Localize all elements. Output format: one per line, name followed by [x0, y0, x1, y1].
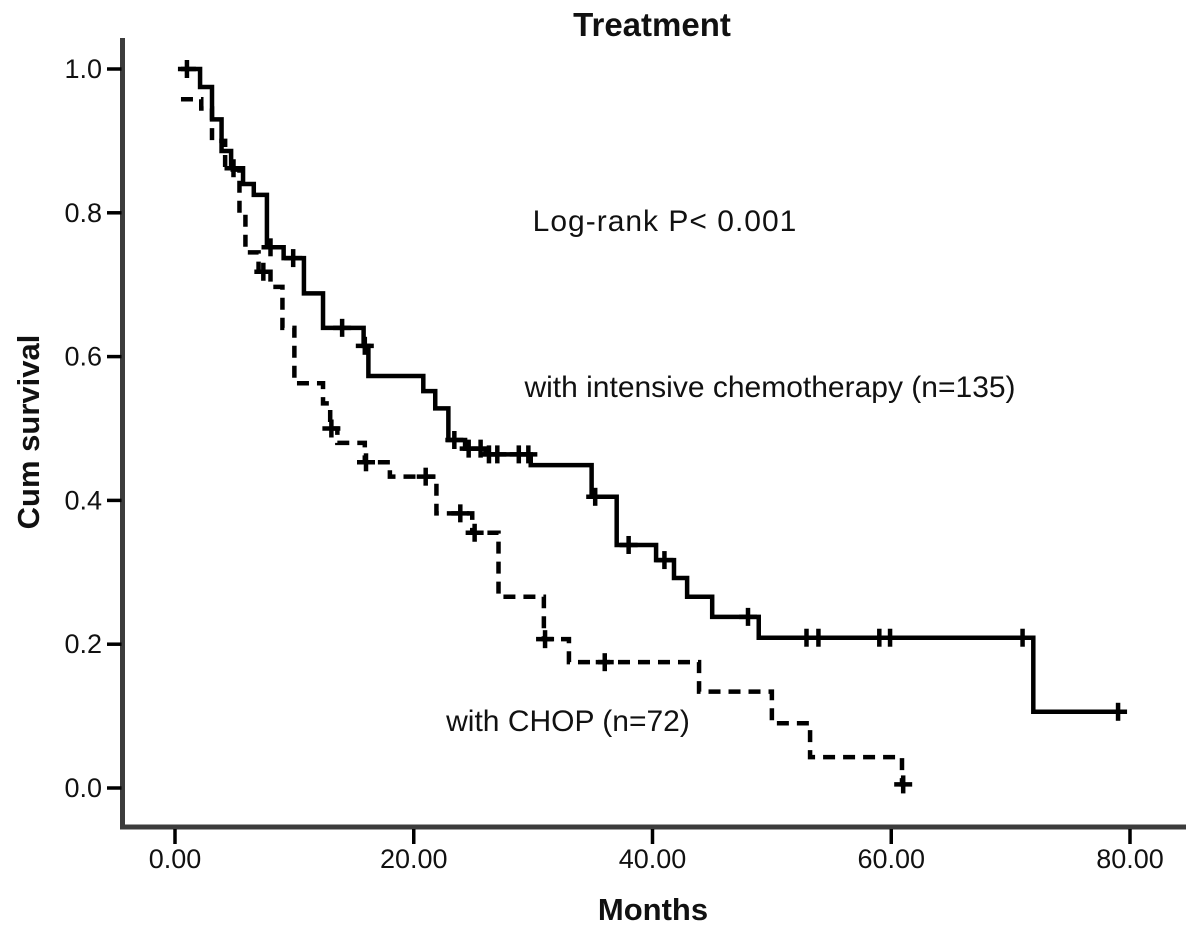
series-label-intensive-chemotherapy: with intensive chemotherapy (n=135) — [524, 371, 1016, 404]
x-tick-label: 0.00 — [149, 844, 202, 874]
y-tick-label: 0.0 — [64, 773, 102, 803]
survival-curve-chop — [180, 96, 906, 787]
chart-title: Treatment — [573, 6, 731, 43]
x-axis-title: Months — [597, 892, 709, 927]
y-tick-label: 0.2 — [64, 629, 102, 659]
logrank-annotation: Log-rank P< 0.001 — [532, 205, 798, 238]
y-tick-label: 1.0 — [64, 54, 102, 84]
y-axis-title: Cum survival — [11, 334, 46, 530]
series-label-chop: with CHOP (n=72) — [446, 705, 690, 738]
y-tick-label: 0.6 — [64, 342, 102, 372]
x-tick-label: 40.00 — [619, 844, 687, 874]
y-tick-label: 0.4 — [64, 485, 102, 515]
x-tick-label: 60.00 — [857, 844, 925, 874]
x-tick-label: 20.00 — [380, 844, 448, 874]
x-tick-label: 80.00 — [1096, 844, 1164, 874]
y-tick-label: 0.8 — [64, 198, 102, 228]
